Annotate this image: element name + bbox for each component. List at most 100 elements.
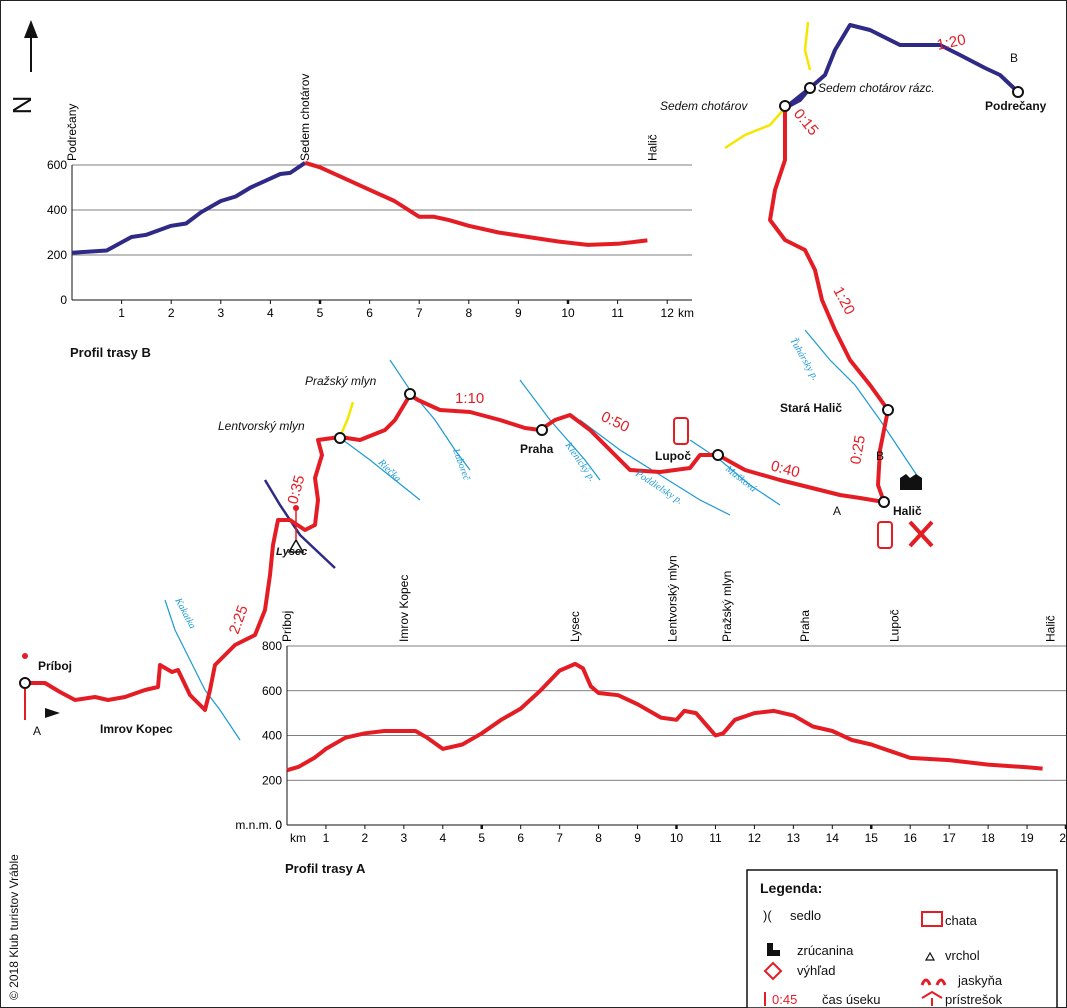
x-tick-label: 9	[515, 306, 522, 320]
marker-b-halic: B	[876, 449, 884, 463]
place-imrov-kopec: Imrov Kopec	[100, 722, 173, 736]
profile-b-title: Profil trasy B	[70, 345, 151, 360]
legend-shelter-icon	[921, 990, 943, 1006]
legend-hut-label: chata	[945, 913, 978, 928]
waypoints	[19, 82, 1024, 689]
x-tick-label: 7	[416, 306, 423, 320]
y-tick-label: 800	[262, 639, 282, 653]
x-tick-label: 11	[611, 306, 624, 320]
place-sedem-razc: Sedem chotárov rázc.	[818, 81, 935, 95]
waypoint-halic	[878, 496, 890, 508]
profile-series-line	[71, 161, 307, 255]
profile-a-title: Profil trasy A	[285, 861, 366, 876]
yellow-trail-north	[803, 21, 812, 71]
profile-top-label: Halič	[1043, 615, 1057, 642]
legend-peak-label: vrchol	[945, 948, 980, 963]
river-maskova	[689, 439, 781, 506]
profile-series-line	[304, 160, 648, 247]
profile-top-label: Praha	[798, 610, 812, 642]
arrow-a-icon	[45, 708, 60, 718]
time-8: 0:35	[284, 473, 308, 506]
profile-top-label: Lysec	[568, 611, 582, 642]
waypoint-sedem-razc	[804, 82, 816, 94]
legend-ruin-icon	[767, 943, 780, 956]
legend-hut-icon	[921, 911, 943, 927]
legend-viewpoint-icon	[763, 961, 783, 981]
waypoint-stara-halic	[882, 404, 894, 416]
marker-b-podrecany: B	[1010, 51, 1018, 65]
side-trails	[263, 21, 812, 569]
x-tick-label: 1	[323, 831, 330, 845]
x-tick-label: 4	[439, 831, 446, 845]
north-arrow: N	[7, 20, 38, 114]
legend-shelter-label: prístrešok	[945, 992, 1003, 1007]
legend-viewpoint-label: výhľad	[797, 963, 835, 978]
profile-top-label: Lentvorský mlyn	[666, 555, 680, 642]
place-lysec: Lysec	[276, 546, 307, 558]
time-7: 1:10	[455, 390, 484, 407]
x-tick-label: 12	[661, 306, 675, 320]
waypoint-podrecany	[1012, 86, 1024, 98]
map-icons: B A B A	[33, 51, 1018, 738]
y-tick-label: 600	[47, 158, 67, 172]
x-tick-label: 20	[1059, 831, 1067, 845]
waypoint-priboj	[19, 677, 31, 689]
waypoint-prazsky-mlyn	[404, 388, 416, 400]
legend-title: Legenda:	[760, 880, 822, 896]
x-tick-label: 5	[478, 831, 485, 845]
place-halic: Halič	[893, 504, 922, 518]
x-tick-label: 3	[401, 831, 408, 845]
waypoint-lupoc	[712, 449, 724, 461]
place-podrecany: Podrečany	[985, 99, 1047, 113]
river-riecka	[342, 439, 421, 501]
x-tick-label: 2	[362, 831, 369, 845]
rivers	[164, 329, 921, 741]
x-tick-label: 15	[865, 831, 879, 845]
legend-box	[746, 869, 1058, 1008]
legend-cave-icon	[920, 978, 947, 986]
profile-top-label: Lupoč	[888, 609, 902, 642]
legend-saddle-icon: )(	[763, 908, 772, 923]
legend-cave-label: jaskyňa	[957, 973, 1003, 988]
north-arrow-head-icon	[24, 20, 38, 38]
y-tick-label: 400	[47, 203, 67, 217]
time-4: 0:25	[847, 434, 869, 466]
x-tick-label: 9	[634, 831, 641, 845]
place-lentvorsky-mlyn: Lentvorský mlyn	[218, 419, 305, 433]
copyright-text: © 2018 Klub turistov Vráble	[7, 854, 21, 1000]
profile-top-label: Imrov Kopec	[397, 575, 411, 642]
x-tick-label: 16	[904, 831, 918, 845]
beer-lupoc-icon	[673, 417, 689, 445]
x-tick-label: 10	[561, 306, 575, 320]
priboj-marker-icon	[22, 653, 28, 659]
y-axis-label: m.n.m. 0	[235, 818, 282, 832]
ruin-halic-icon	[900, 474, 922, 490]
y-tick-label: 200	[47, 248, 67, 262]
x-tick-label: 17	[942, 831, 956, 845]
x-tick-label: 14	[826, 831, 840, 845]
river-luborec	[389, 359, 471, 471]
legend-ruin-label: zrúcanina	[797, 943, 854, 958]
y-tick-label: 600	[262, 684, 282, 698]
y-tick-label: 0	[60, 293, 67, 307]
river-klenicky	[519, 379, 601, 481]
yellow-trail-south	[724, 107, 786, 150]
place-sedem: Sedem chotárov	[660, 99, 748, 113]
place-labels: Podrečany Sedem chotárov rázc. Sedem cho…	[38, 81, 1047, 736]
marker-a-halic: A	[833, 504, 841, 518]
blue-trail-lysec	[263, 479, 336, 569]
x-tick-label: 7	[556, 831, 563, 845]
time-5: 0:40	[769, 457, 802, 481]
place-stara-halic: Stará Halič	[780, 401, 842, 415]
place-priboj: Príboj	[38, 659, 72, 673]
x-tick-label: 10	[670, 831, 684, 845]
trail-a-red	[25, 108, 890, 712]
x-tick-label: 11	[709, 831, 722, 845]
profile-series-line	[286, 661, 1043, 773]
x-tick-label: 2	[168, 306, 175, 320]
profile-top-label: Halič	[645, 134, 659, 161]
yellow-trail-praha	[338, 401, 355, 438]
